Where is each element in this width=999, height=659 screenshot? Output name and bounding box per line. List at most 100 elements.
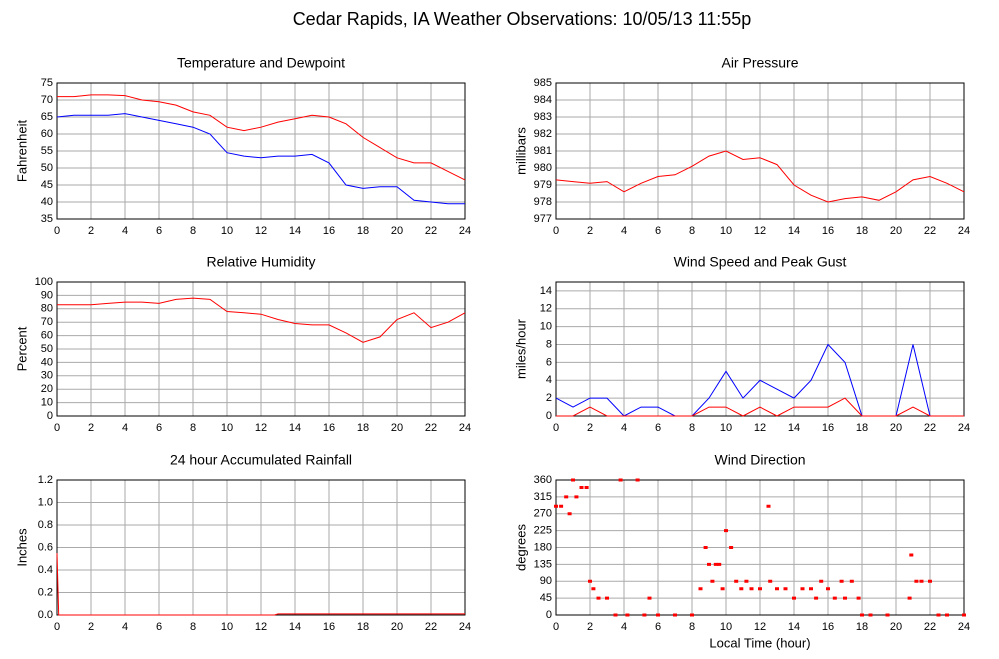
x-tick-label: 4 [621,621,627,633]
x-tick-label: 4 [621,422,627,434]
x-tick-label: 8 [190,621,196,633]
data-point [792,596,796,600]
data-line [555,150,965,203]
x-tick-label: 8 [190,422,196,434]
x-tick-label: 6 [156,621,162,633]
y-tick-label: 978 [534,196,552,208]
y-tick-label: 983 [534,111,552,123]
x-tick-label: 10 [720,422,732,434]
x-tick-label: 20 [391,621,403,633]
y-tick-label: 80 [41,303,53,315]
x-tick-label: 16 [323,422,335,434]
x-tick-label: 4 [122,225,128,237]
y-tick-label: 0.6 [38,541,53,553]
data-point [962,613,966,617]
panel-title: Relative Humidity [207,254,316,270]
data-point [885,613,890,617]
y-tick-label: 100 [35,276,53,288]
x-tick-label: 8 [689,225,695,237]
data-point [647,596,652,600]
y-tick-label: 979 [534,179,552,191]
x-tick-label: 12 [754,621,766,633]
panel-title: 24 hour Accumulated Rainfall [170,452,352,468]
y-axis-label: millibars [513,127,528,175]
data-point [936,613,941,617]
page-title: Cedar Rapids, IA Weather Observations: 1… [293,9,752,29]
plot-frame [555,82,965,220]
data-point [819,579,824,583]
data-point [945,613,949,617]
x-tick-label: 20 [890,225,902,237]
y-tick-label: 50 [41,343,53,355]
x-tick-label: 22 [924,422,936,434]
x-tick-label: 0 [553,621,559,633]
y-axis-label: degrees [513,524,528,571]
y-tick-label: 1.0 [38,496,53,508]
x-tick-label: 4 [122,422,128,434]
x-tick-label: 22 [425,225,437,237]
y-tick-label: 60 [41,128,53,140]
y-tick-label: 45 [540,592,552,604]
y-tick-label: 70 [41,316,53,328]
x-tick-label: 22 [924,225,936,237]
data-point [724,529,728,533]
x-tick-label: 2 [88,225,94,237]
y-tick-label: 270 [534,508,552,520]
y-tick-label: 65 [41,111,53,123]
x-tick-label: 24 [459,422,471,434]
y-tick-label: 180 [534,541,552,553]
data-point [574,495,579,499]
data-point [744,579,749,583]
y-tick-label: 30 [41,370,53,382]
x-tick-label: 2 [587,225,593,237]
data-point [591,587,596,591]
data-point [698,587,703,591]
data-point [554,504,558,508]
data-point [584,486,589,489]
x-tick-label: 10 [221,225,233,237]
data-point [734,579,739,583]
y-tick-label: 0.2 [38,586,53,598]
x-tick-label: 0 [553,225,559,237]
data-point [605,596,609,600]
data-point [907,596,912,600]
data-line [56,113,465,205]
x-tick-label: 22 [425,621,437,633]
y-tick-label: 0 [47,410,53,422]
x-tick-label: 6 [655,225,661,237]
y-tick-label: 70 [41,94,53,106]
y-tick-label: 982 [534,128,552,140]
data-point [919,579,924,583]
y-tick-label: 45 [41,179,53,191]
x-tick-label: 16 [822,422,834,434]
x-tick-label: 24 [958,225,970,237]
x-tick-label: 6 [156,422,162,434]
plot-frame [56,281,466,417]
y-tick-label: 10 [41,397,53,409]
data-point [717,562,722,566]
data-point [856,596,861,600]
y-tick-label: 0.8 [38,519,53,531]
x-tick-label: 18 [357,225,369,237]
data-point [690,613,694,617]
x-tick-label: 4 [122,621,128,633]
data-point [579,486,584,489]
data-point [673,613,677,617]
y-axis-label: Percent [14,326,29,371]
y-tick-label: 981 [534,145,552,157]
data-line [57,94,466,181]
y-tick-label: 60 [41,330,53,342]
x-tick-label: 22 [425,422,437,434]
y-tick-label: 0 [546,410,552,422]
data-point [749,587,754,591]
data-point [713,562,718,566]
y-tick-label: 40 [41,356,53,368]
plot-frame [56,82,466,220]
x-tick-label: 14 [788,225,800,237]
plot-frame [555,479,965,616]
data-point [656,613,660,617]
data-line [57,297,466,343]
x-tick-label: 20 [391,422,403,434]
data-point [707,562,711,566]
data-point [914,579,919,583]
